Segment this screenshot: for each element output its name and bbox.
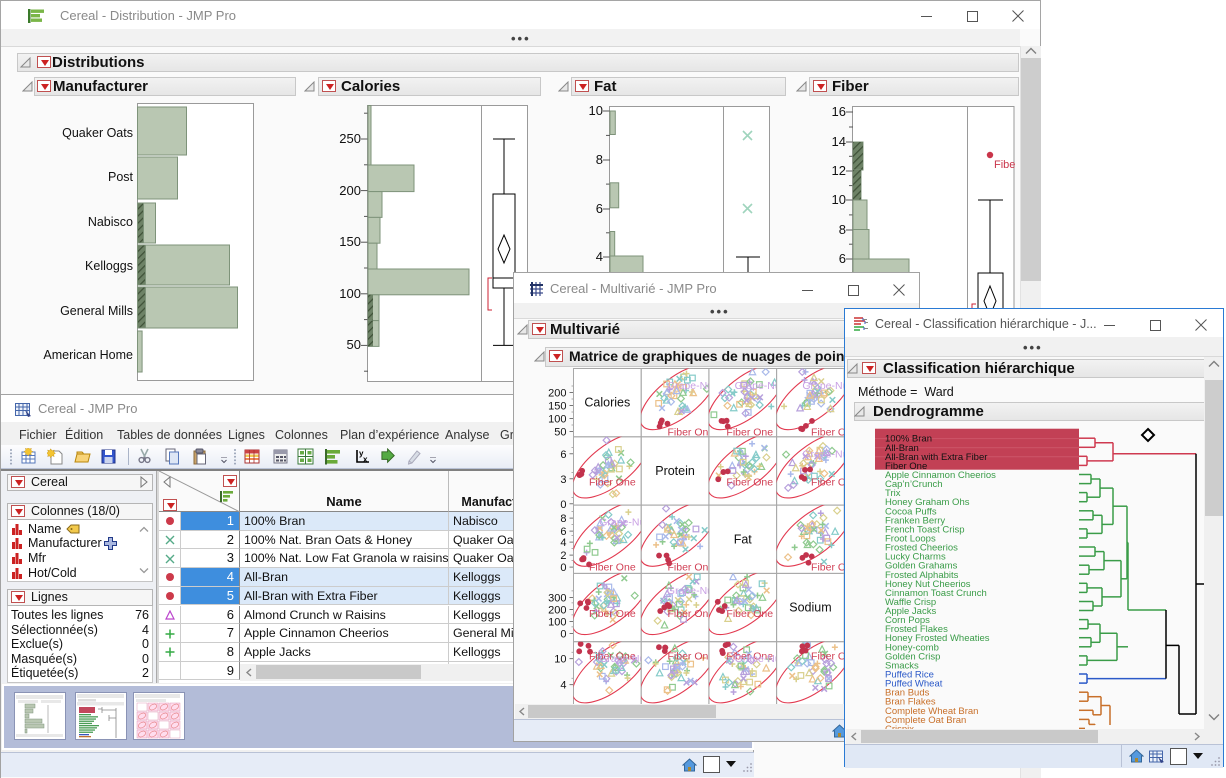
svg-text:Puffed Wheat: Puffed Wheat xyxy=(885,679,943,690)
svg-text:Cocoa Puffs: Cocoa Puffs xyxy=(885,506,937,517)
svg-text:6: 6 xyxy=(560,449,566,461)
svg-text:Honey Frosted Wheaties: Honey Frosted Wheaties xyxy=(885,633,990,644)
svg-text:Fiber One: Fiber One xyxy=(811,651,858,663)
svg-text:Trix: Trix xyxy=(885,488,901,499)
svg-text:50: 50 xyxy=(554,427,566,439)
svg-text:0: 0 xyxy=(560,628,566,640)
svg-text:Sodium: Sodium xyxy=(789,601,831,615)
svg-text:All-Bran: All-Bran xyxy=(885,443,919,454)
svg-text:Fiber One: Fiber One xyxy=(589,608,636,620)
svg-text:Calories: Calories xyxy=(584,396,630,410)
svg-text:Bran Buds: Bran Buds xyxy=(885,688,930,699)
svg-text:Fiber One: Fiber One xyxy=(885,461,927,472)
svg-text:Grape-Nuts: Grape-Nuts xyxy=(667,585,721,597)
svg-text:Fiber One: Fiber One xyxy=(668,608,715,620)
svg-text:Complete Oat Bran: Complete Oat Bran xyxy=(885,715,966,726)
svg-text:100: 100 xyxy=(548,414,566,426)
svg-text:Honey Graham Ohs: Honey Graham Ohs xyxy=(885,497,970,508)
svg-text:8: 8 xyxy=(560,513,566,525)
svg-text:Fiber One: Fiber One xyxy=(668,562,715,574)
svg-text:Fiber One: Fiber One xyxy=(668,427,715,439)
svg-text:Corn Pops: Corn Pops xyxy=(885,615,930,626)
svg-text:Froot Loops: Froot Loops xyxy=(885,533,936,544)
svg-text:Fiber One: Fiber One xyxy=(589,562,636,574)
svg-text:Complete Wheat Bran: Complete Wheat Bran xyxy=(885,706,978,717)
svg-text:Honey-comb: Honey-comb xyxy=(885,642,939,653)
svg-text:Grape-Nuts: Grape-Nuts xyxy=(802,448,856,460)
svg-text:Golden Grahams: Golden Grahams xyxy=(885,561,958,572)
svg-text:French Toast Crisp: French Toast Crisp xyxy=(885,524,965,535)
svg-text:0: 0 xyxy=(560,562,566,574)
svg-text:Fiber One: Fiber One xyxy=(668,651,715,663)
svg-text:Fiber One: Fiber One xyxy=(726,651,773,663)
svg-text:All-Bran with Extra Fiber: All-Bran with Extra Fiber xyxy=(885,452,987,463)
svg-text:Frosted Flakes: Frosted Flakes xyxy=(885,624,948,635)
svg-text:Lucky Charms: Lucky Charms xyxy=(885,552,946,563)
svg-text:10: 10 xyxy=(554,654,566,666)
svg-text:Bran Flakes: Bran Flakes xyxy=(885,697,936,708)
svg-text:Fiber One: Fiber One xyxy=(811,562,858,574)
svg-text:3: 3 xyxy=(560,474,566,486)
svg-text:Smacks: Smacks xyxy=(885,660,919,671)
svg-text:Grape-Nuts: Grape-Nuts xyxy=(735,653,789,665)
svg-text:Fat: Fat xyxy=(734,532,753,546)
svg-text:100: 100 xyxy=(548,616,566,628)
svg-text:Fiber One: Fiber One xyxy=(589,476,636,488)
svg-text:Grape-Nuts: Grape-Nuts xyxy=(802,380,856,392)
svg-text:Fiber One: Fiber One xyxy=(726,608,773,620)
svg-text:Golden Crisp: Golden Crisp xyxy=(885,651,940,662)
svg-text:Fiber One: Fiber One xyxy=(726,476,773,488)
svg-text:200: 200 xyxy=(548,388,566,400)
svg-text:Fiber One: Fiber One xyxy=(589,651,636,663)
svg-text:Grape-Nuts: Grape-Nuts xyxy=(667,380,721,392)
svg-text:200: 200 xyxy=(548,604,566,616)
svg-text:Grape-Nuts: Grape-Nuts xyxy=(599,517,653,529)
svg-text:Puffed Rice: Puffed Rice xyxy=(885,670,934,681)
svg-text:Grape-Nuts: Grape-Nuts xyxy=(599,653,653,665)
svg-text:150: 150 xyxy=(548,401,566,413)
svg-text:Frosted Alphabits: Frosted Alphabits xyxy=(885,570,959,581)
svg-text:Protein: Protein xyxy=(655,464,695,478)
svg-text:4: 4 xyxy=(560,537,566,549)
svg-text:Crispix: Crispix xyxy=(885,724,914,729)
svg-text:x: x xyxy=(363,455,368,464)
svg-text:Fiber One: Fiber One xyxy=(726,427,773,439)
svg-text:Apple Cinnamon Cheerios: Apple Cinnamon Cheerios xyxy=(885,470,996,481)
svg-text:0: 0 xyxy=(560,499,566,511)
svg-text:y: y xyxy=(359,449,364,458)
svg-text:300: 300 xyxy=(548,592,566,604)
svg-text:4: 4 xyxy=(560,680,566,692)
svg-text:2: 2 xyxy=(560,550,566,562)
svg-text:Apple Jacks: Apple Jacks xyxy=(885,606,936,617)
svg-text:Fiber One: Fiber One xyxy=(994,159,1015,171)
svg-text:Franken Berry: Franken Berry xyxy=(885,515,945,526)
svg-text:6: 6 xyxy=(560,526,566,538)
svg-text:Cinnamon Toast Crunch: Cinnamon Toast Crunch xyxy=(885,588,987,599)
svg-text:Honey Nut Cheerios: Honey Nut Cheerios xyxy=(885,579,971,590)
svg-text:Waffle Crisp: Waffle Crisp xyxy=(885,597,936,608)
svg-text:100% Bran: 100% Bran xyxy=(885,434,932,445)
svg-text:Fiber One: Fiber One xyxy=(811,427,858,439)
svg-text:Fiber One: Fiber One xyxy=(811,476,858,488)
svg-text:Cap’n’Crunch: Cap’n’Crunch xyxy=(885,479,943,490)
svg-text:Frosted Cheerios: Frosted Cheerios xyxy=(885,543,958,554)
svg-text:Grape-Nuts: Grape-Nuts xyxy=(735,380,789,392)
